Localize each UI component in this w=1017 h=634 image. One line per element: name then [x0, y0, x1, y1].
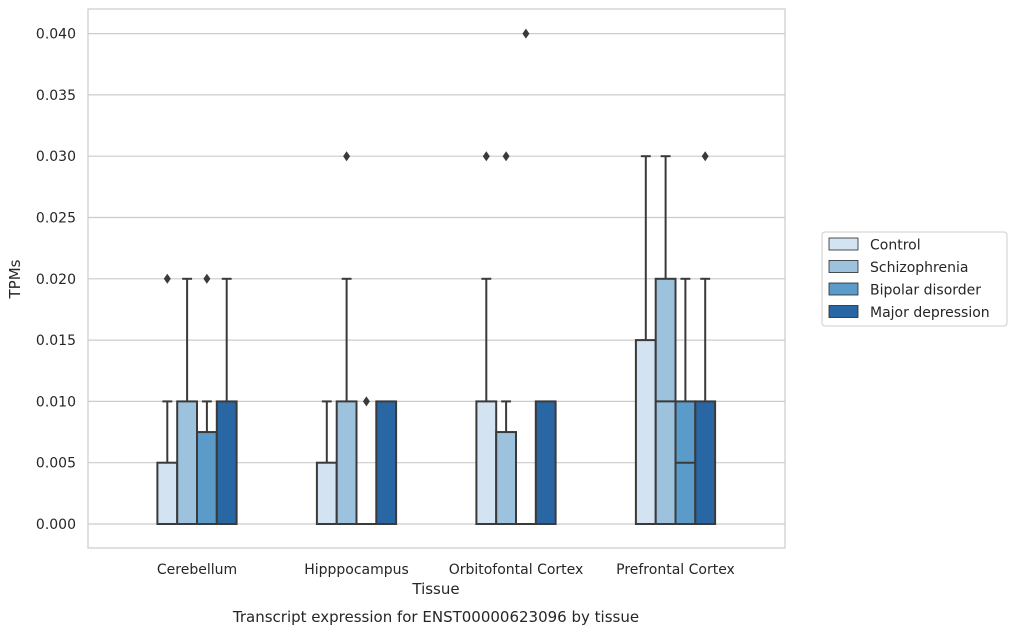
y-tick-labels: 0.000 0.005 0.010 0.015 0.020 0.025 0.030 0.035…	[36, 27, 76, 533]
outlier-point	[163, 273, 171, 284]
legend-swatch	[828, 237, 859, 251]
plot-frame	[87, 8, 786, 549]
y-tick-label: 0.020	[36, 272, 76, 288]
legend-label: Control	[870, 238, 921, 254]
y-tick-label: 0.025	[36, 211, 76, 227]
legend-swatch	[828, 260, 859, 273]
series-schizophrenia	[176, 151, 677, 525]
box	[475, 400, 498, 525]
outlier-point	[502, 151, 510, 162]
legend-label: Schizophrenia	[870, 260, 968, 276]
box	[694, 400, 717, 525]
outlier-point	[362, 396, 370, 407]
box	[375, 400, 398, 525]
series-major-depression	[215, 151, 717, 525]
x-tick-label: Hipppocampus	[304, 562, 409, 578]
y-tick-label: 0.000	[36, 517, 76, 533]
box	[315, 461, 338, 526]
box	[335, 400, 358, 525]
y-tick-label: 0.030	[36, 149, 76, 165]
box	[176, 400, 198, 525]
y-tick-label: 0.015	[36, 333, 76, 349]
outlier-point	[343, 151, 351, 162]
legend-label: Bipolar disorder	[870, 283, 981, 299]
box	[215, 400, 238, 525]
y-tick-label: 0.010	[36, 394, 76, 410]
y-axis-label: TPMs	[6, 259, 24, 299]
x-tick-labels: Cerebellum Hipppocampus Orbitofontal Corte…	[157, 562, 735, 578]
box	[634, 339, 657, 525]
box	[495, 431, 518, 525]
x-axis-label: Tissue	[411, 580, 459, 598]
outlier-point	[701, 151, 709, 162]
box	[196, 431, 218, 525]
legend-label: Major depression	[870, 305, 990, 321]
y-tick-label: 0.040	[36, 27, 76, 43]
box	[534, 400, 557, 525]
outlier-point	[482, 151, 490, 162]
box-series	[156, 28, 717, 526]
legend: Control Schizophrenia Bipolar disorder Majo…	[821, 231, 1008, 327]
chart-title: Transcript expression for ENST0000062309…	[232, 608, 639, 626]
outlier-point	[203, 273, 211, 284]
legend-swatch	[828, 305, 859, 318]
outlier-point	[522, 28, 530, 39]
x-tick-label: Cerebellum	[157, 562, 237, 578]
y-tick-label: 0.035	[36, 88, 76, 104]
box	[156, 461, 179, 526]
y-tick-label: 0.005	[36, 456, 76, 472]
legend-swatch	[828, 282, 859, 296]
x-tick-label: Orbitofontal Cortex	[449, 562, 584, 578]
legend-frame	[821, 231, 1008, 327]
x-tick-label: Prefrontal Cortex	[616, 562, 735, 578]
